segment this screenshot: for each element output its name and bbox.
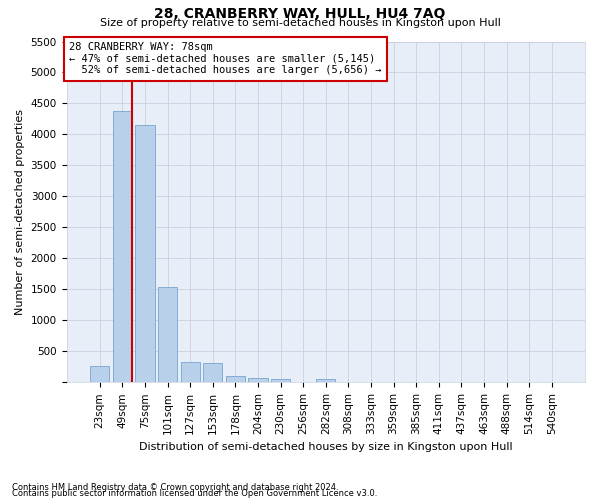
Bar (203, 363, 223, 382)
Bar (90, 366, 109, 382)
Bar (226, 376, 245, 382)
X-axis label: Distribution of semi-detached houses by size in Kingston upon Hull: Distribution of semi-detached houses by … (139, 442, 512, 452)
Bar (136, 125, 155, 382)
Bar (248, 378, 268, 382)
Bar (271, 379, 290, 382)
Text: 28, CRANBERRY WAY, HULL, HU4 7AQ: 28, CRANBERRY WAY, HULL, HU4 7AQ (154, 8, 446, 22)
Text: 28 CRANBERRY WAY: 78sqm
← 47% of semi-detached houses are smaller (5,145)
  52% : 28 CRANBERRY WAY: 78sqm ← 47% of semi-de… (69, 42, 382, 76)
Y-axis label: Number of semi-detached properties: Number of semi-detached properties (15, 109, 25, 315)
Bar (113, 111, 132, 382)
Bar (181, 362, 200, 382)
Text: Contains public sector information licensed under the Open Government Licence v3: Contains public sector information licen… (12, 490, 377, 498)
Bar (316, 379, 335, 382)
Text: Contains HM Land Registry data © Crown copyright and database right 2024.: Contains HM Land Registry data © Crown c… (12, 484, 338, 492)
Bar (158, 287, 177, 382)
Text: Size of property relative to semi-detached houses in Kingston upon Hull: Size of property relative to semi-detach… (100, 18, 500, 28)
